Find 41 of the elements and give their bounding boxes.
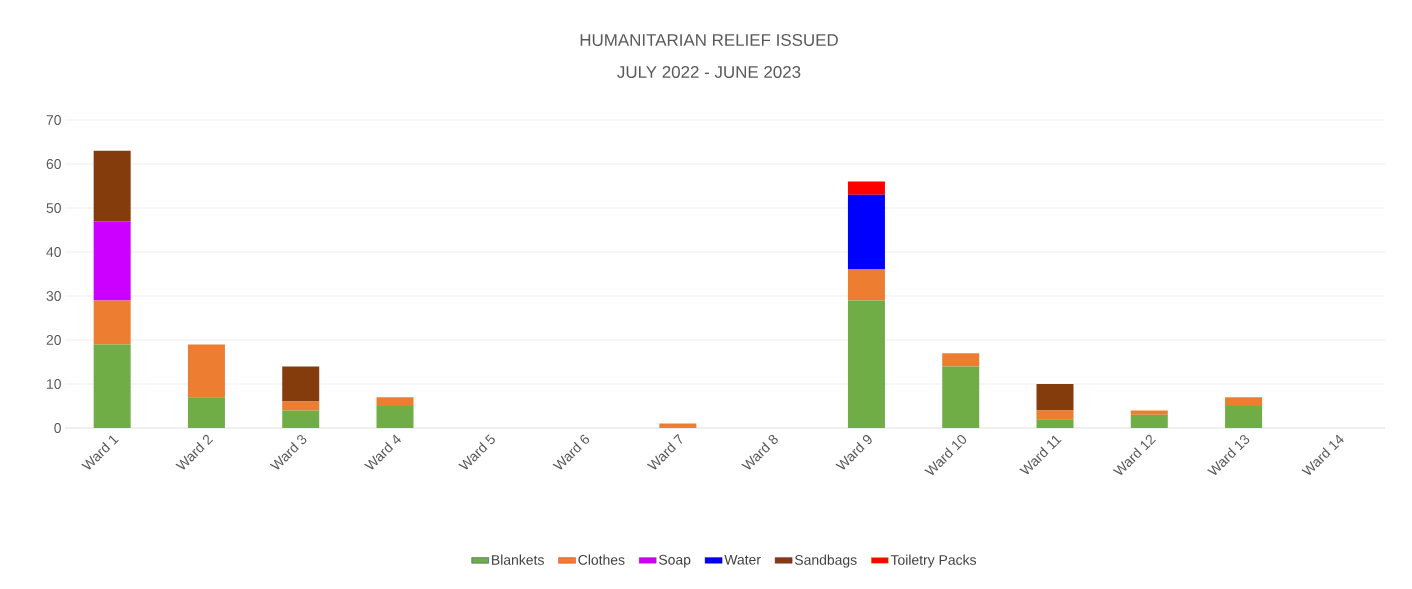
- bar: [1036, 410, 1074, 420]
- bar: [282, 401, 320, 411]
- bar: [376, 397, 414, 406]
- y-tick-label: 30: [46, 291, 61, 301]
- bar: [187, 344, 225, 398]
- legend-label: Blankets: [492, 554, 544, 565]
- bar: [942, 353, 980, 367]
- bar: [847, 181, 885, 195]
- bar: [847, 269, 885, 301]
- legend-label: Soap: [659, 554, 691, 568]
- bar: [1130, 414, 1168, 428]
- chart-subtitle: JULY 2022 - JUNE 2023: [617, 65, 801, 78]
- bar: [93, 221, 131, 301]
- bar: [1225, 405, 1263, 428]
- y-tick-label: 50: [46, 203, 61, 213]
- legend-label: Sandbags: [794, 554, 857, 568]
- y-tick-label: 60: [46, 159, 61, 169]
- y-tick-label: 10: [47, 379, 61, 389]
- bar: [942, 366, 980, 428]
- legend-label: Clothes: [578, 554, 625, 565]
- bar: [1036, 419, 1074, 428]
- y-tick-label: 20: [46, 335, 61, 345]
- bar: [187, 397, 225, 428]
- chart-title: HUMANITARIAN RELIEF ISSUED: [580, 33, 838, 46]
- legend-label: Water: [724, 554, 761, 565]
- bar: [1036, 383, 1074, 411]
- bar: [659, 423, 697, 428]
- bar: [93, 344, 131, 428]
- y-tick-label: 70: [46, 115, 61, 125]
- bar: [93, 300, 131, 345]
- bar: [1130, 410, 1168, 415]
- legend-label: Toiletry Packs: [890, 554, 977, 568]
- y-tick-label: 40: [46, 247, 61, 257]
- bar: [1225, 397, 1263, 406]
- bar: [282, 410, 320, 428]
- bar: [93, 150, 131, 222]
- bar: [282, 366, 320, 402]
- bar: [847, 194, 885, 270]
- bar: [376, 405, 414, 428]
- y-tick-label: 0: [54, 423, 61, 433]
- bar: [847, 300, 885, 428]
